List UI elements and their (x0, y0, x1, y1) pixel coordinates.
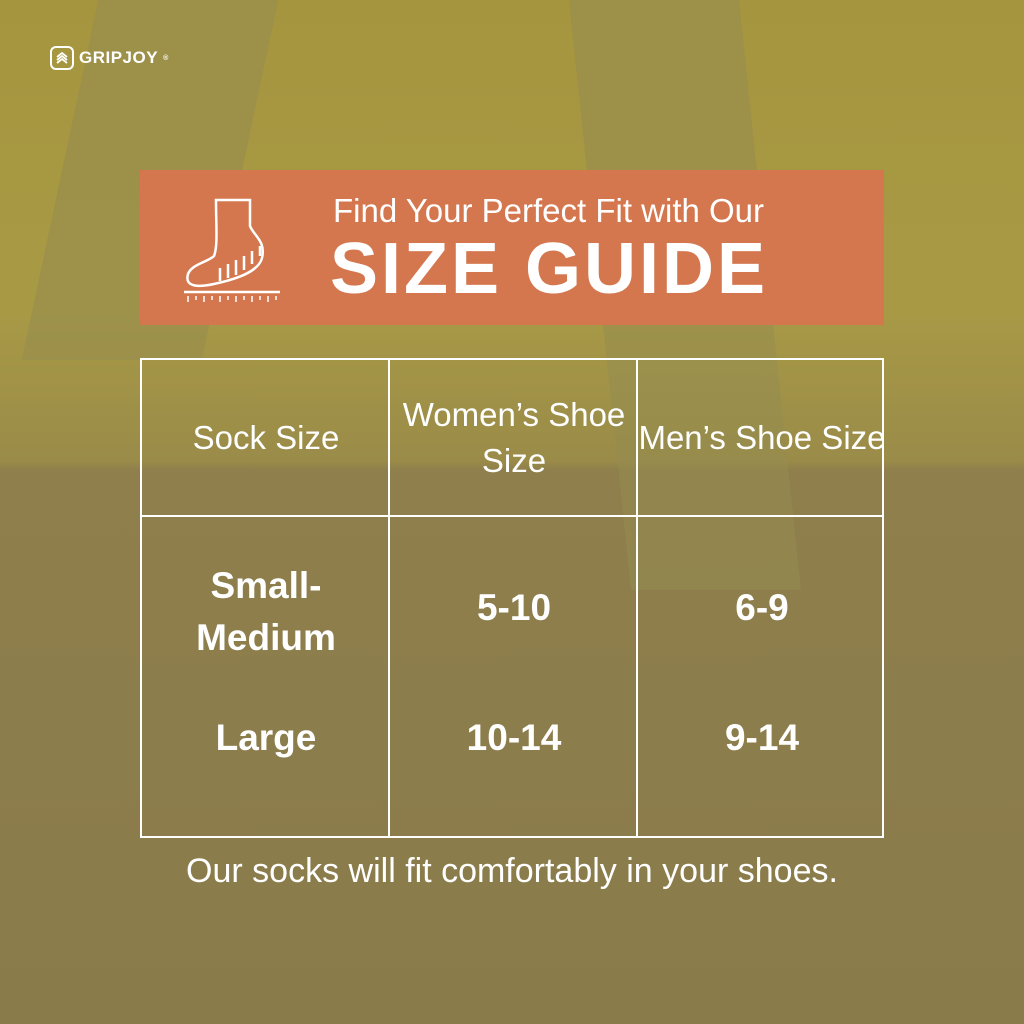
size-guide-banner: Find Your Perfect Fit with Our SIZE GUID… (140, 170, 884, 325)
row-womens-size: 10-14 (466, 717, 562, 758)
header-sock-size: Sock Size (192, 418, 340, 456)
banner-title: SIZE GUIDE (330, 229, 769, 309)
brand-name: GRIPJOY (79, 48, 159, 67)
footer-note: Our socks will fit comfortably in your s… (186, 852, 838, 890)
header-womens-size: Women’s Shoe Size (402, 395, 626, 479)
row-mens-size: 9-14 (724, 717, 800, 758)
divider (142, 515, 882, 517)
banner-subtitle: Find Your Perfect Fit with Our (333, 192, 765, 229)
registered-mark: ® (163, 54, 169, 62)
brand-logo: GRIPJOY ® (50, 46, 169, 70)
row-sock-size: Large (215, 717, 317, 758)
row-mens-size: 6-9 (735, 587, 789, 628)
header-mens-size: Men’s Shoe Size (638, 418, 886, 456)
row-womens-size: 5-10 (476, 587, 552, 628)
size-table: Sock Size Women’s Shoe Size Men’s Shoe S… (140, 358, 886, 838)
chevrons-icon (50, 46, 74, 70)
row-sock-size: Small-Medium (196, 565, 336, 658)
foot-ruler-icon (184, 198, 280, 302)
divider (636, 360, 638, 836)
divider (388, 360, 390, 836)
